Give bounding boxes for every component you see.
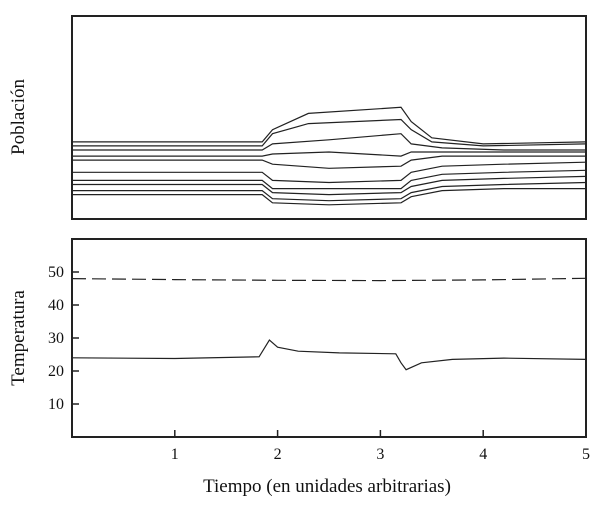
population-panel: Población xyxy=(8,15,587,220)
population-line-9 xyxy=(72,181,587,202)
y-tick-label-30: 30 xyxy=(48,330,64,347)
y-axis-ticks: 10 20 30 40 50 xyxy=(48,264,79,413)
temperature-y-axis-label: Temperatura xyxy=(8,290,29,386)
x-axis-label: Tiempo (en unidades arbitrarias) xyxy=(203,476,451,497)
x-tick-label-5: 5 xyxy=(582,446,590,463)
y-tick-label-20: 20 xyxy=(48,363,64,380)
population-line-10 xyxy=(72,188,586,206)
population-line-2 xyxy=(72,118,587,147)
temperature-dashed-line xyxy=(71,277,587,282)
temperature-series-group xyxy=(71,277,587,371)
temperature-plot-frame xyxy=(71,238,587,438)
y-tick-label-10: 10 xyxy=(48,396,64,413)
x-tick-label-1: 1 xyxy=(171,446,179,463)
temperature-panel: 1 2 3 4 5 10 20 30 40 50 Temperatura Tiempo (en … xyxy=(8,238,590,497)
y-tick-label-50: 50 xyxy=(48,264,64,281)
population-line-7 xyxy=(72,169,587,190)
population-plot-frame xyxy=(71,15,587,220)
x-tick-label-2: 2 xyxy=(274,446,282,463)
population-line-6 xyxy=(72,161,587,184)
population-line-1 xyxy=(72,106,587,145)
population-y-axis-label: Población xyxy=(8,79,29,155)
x-axis-ticks: 1 2 3 4 5 xyxy=(171,430,590,463)
y-tick-label-40: 40 xyxy=(48,297,64,314)
population-line-5 xyxy=(72,155,586,169)
temperature-solid-line xyxy=(71,339,587,371)
x-tick-label-4: 4 xyxy=(479,446,487,463)
population-line-3 xyxy=(72,133,586,151)
population-line-4 xyxy=(72,151,586,157)
x-tick-label-3: 3 xyxy=(376,446,384,463)
population-series-group xyxy=(72,106,587,206)
population-line-8 xyxy=(72,175,587,196)
